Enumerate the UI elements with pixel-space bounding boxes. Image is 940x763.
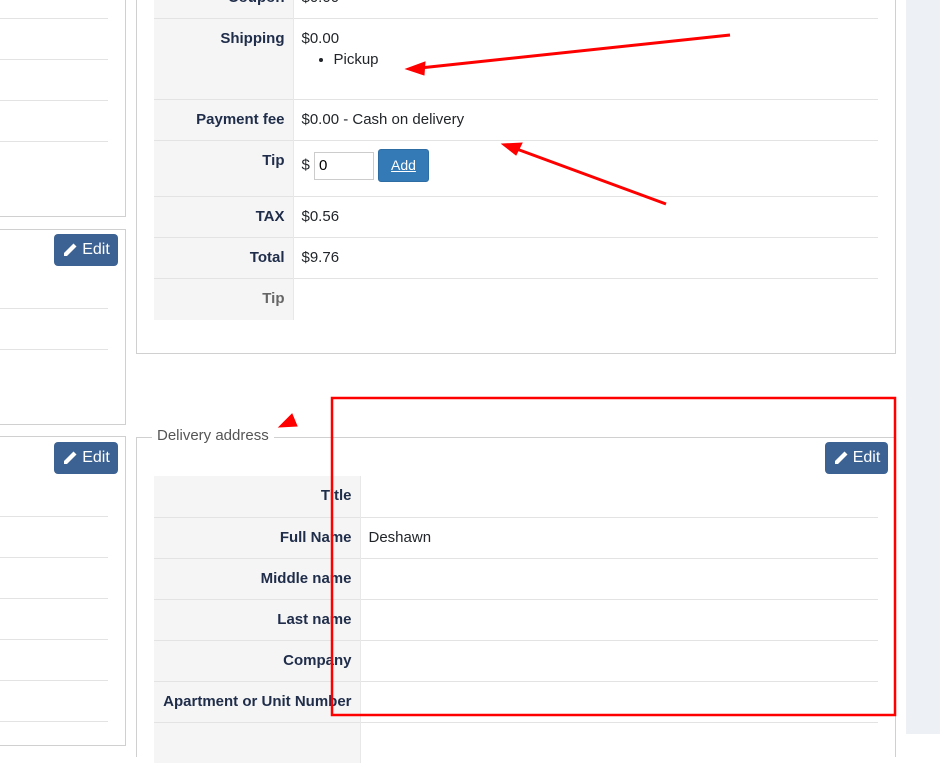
annotation-overlay — [277, 33, 897, 717]
edit-button[interactable]: Edit — [54, 234, 118, 266]
annotation-highlight-box — [330, 396, 897, 717]
row-value — [360, 557, 878, 599]
divider — [0, 557, 108, 558]
annotation-arrow — [513, 146, 667, 206]
divider — [0, 516, 108, 517]
shipping-method: Pickup — [334, 51, 871, 68]
row-label: Total — [154, 237, 294, 279]
left-panel-2 — [0, 229, 126, 425]
delivery-address-legend: Delivery address — [152, 427, 274, 444]
add-tip-button[interactable]: Add — [378, 149, 429, 182]
table-row: Total $9.76 — [154, 237, 878, 279]
row-label: Shipping — [154, 18, 294, 100]
row-label: Tip — [154, 140, 294, 197]
order-totals-table: Coupon$0.00 Shipping $0.00Pickup Payment… — [154, 0, 878, 320]
table-row: Full Name Deshawn — [154, 516, 878, 558]
row-label: Tip — [154, 278, 294, 320]
table-row: Tip — [154, 278, 878, 320]
table-row: Apartment or Unit Number — [154, 680, 878, 722]
table-row: Middle name — [154, 557, 878, 599]
row-label: Company — [154, 639, 361, 681]
edit-label: Edit — [82, 241, 110, 258]
pencil-icon — [64, 243, 77, 256]
currency-symbol: $ — [301, 156, 310, 174]
table-row: Coupon$0.00 — [154, 0, 878, 19]
table-row: Tip $ Add — [154, 140, 878, 197]
divider — [0, 349, 108, 350]
annotation-arrowhead — [277, 413, 298, 428]
table-row: Last name — [154, 598, 878, 640]
row-label: Middle name — [154, 557, 361, 599]
left-panel-1 — [0, 0, 126, 217]
row-label: Full Name — [154, 516, 361, 558]
pencil-icon — [64, 451, 77, 464]
order-totals-panel — [136, 0, 896, 354]
annotation-arrowhead — [404, 61, 426, 76]
divider — [0, 59, 108, 60]
shipping-cell: $0.00 Pickup — [293, 18, 878, 100]
row-label: Last name — [154, 598, 361, 640]
row-value — [360, 598, 878, 640]
edit-delivery-address-button[interactable]: Edit — [825, 442, 888, 474]
pencil-icon — [834, 451, 848, 464]
row-label: Title — [154, 476, 361, 517]
tip-input[interactable] — [314, 151, 375, 180]
row-value: $9.76 — [293, 237, 878, 279]
annotation-arrowhead — [500, 142, 523, 156]
divider — [0, 598, 108, 599]
tip-cell: $ Add — [293, 140, 878, 197]
edit-button[interactable]: Edit — [54, 442, 118, 474]
divider — [0, 100, 108, 101]
row-value — [360, 639, 878, 681]
divider — [0, 721, 108, 722]
edit-label: Edit — [852, 449, 881, 466]
table-row: Payment fee $0.00 - Cash on delivery — [154, 99, 878, 141]
divider — [0, 680, 108, 681]
row-value: $0.00 — [293, 0, 878, 19]
row-label: Coupon — [154, 0, 294, 19]
divider — [0, 308, 108, 309]
divider — [0, 639, 108, 640]
divider — [0, 141, 108, 142]
page-scroll-gutter — [906, 0, 940, 734]
row-value — [293, 278, 878, 320]
row-value: $0.56 — [293, 196, 878, 238]
table-row: TAX $0.56 — [154, 196, 878, 238]
row-value: Deshawn — [360, 516, 878, 558]
row-label: TAX — [154, 196, 294, 238]
table-row: Shipping $0.00 Pickup — [154, 18, 878, 100]
row-label: Apartment or Unit Number — [154, 680, 361, 722]
annotation-arrow — [419, 33, 731, 70]
row-label: Payment fee — [154, 99, 294, 141]
divider — [0, 18, 108, 19]
edit-label: Edit — [82, 449, 110, 466]
table-row: Title — [154, 476, 878, 517]
table-row: Company — [154, 639, 878, 681]
shipping-value: $0.00 — [301, 30, 340, 47]
row-value: $0.00 - Cash on delivery — [293, 99, 878, 141]
